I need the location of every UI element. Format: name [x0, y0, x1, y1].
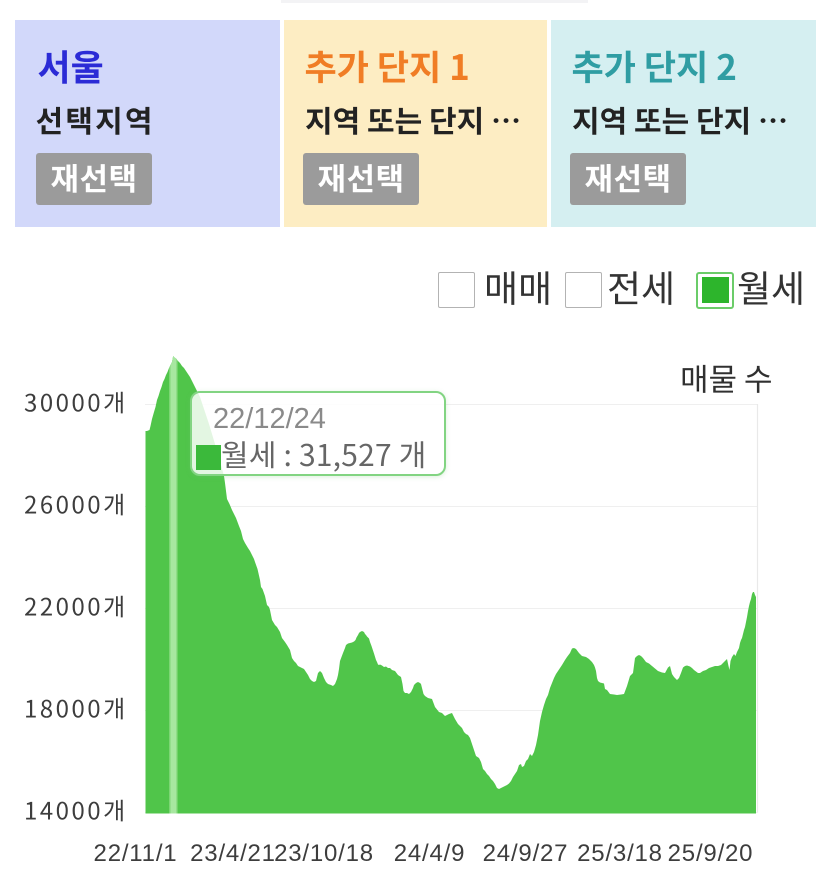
svg-text:23/10/18: 23/10/18	[274, 840, 374, 867]
svg-text:24/4/9: 24/4/9	[394, 840, 466, 867]
svg-text:22/12/24: 22/12/24	[213, 403, 326, 435]
svg-text:23/4/21: 23/4/21	[190, 840, 276, 867]
svg-text:24/9/27: 24/9/27	[483, 840, 569, 867]
svg-text:25/9/20: 25/9/20	[668, 840, 754, 867]
svg-text:22/11/1: 22/11/1	[94, 840, 178, 867]
svg-text:25/3/18: 25/3/18	[577, 840, 663, 867]
